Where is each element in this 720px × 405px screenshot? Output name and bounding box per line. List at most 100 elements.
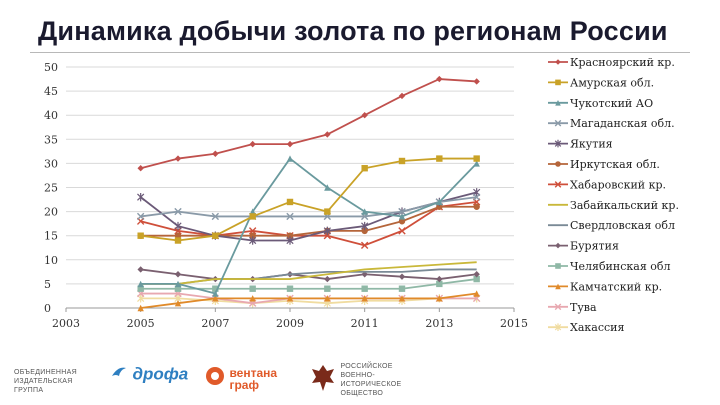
data-point	[137, 165, 144, 172]
data-point	[361, 221, 369, 231]
data-point	[211, 212, 220, 221]
data-point	[473, 275, 480, 283]
bird-icon	[110, 364, 128, 387]
series-8	[140, 261, 477, 285]
series-6	[137, 203, 480, 239]
data-point	[137, 304, 144, 312]
y-tick-label: 45	[44, 85, 58, 98]
publisher-rvio-name: РОССИЙСКОЕ ВОЕННО-ИСТОРИЧЕСКОЕ ОБЩЕСТВО	[340, 363, 402, 397]
data-point	[398, 92, 406, 100]
data-point	[361, 227, 368, 235]
data-point	[398, 218, 406, 225]
title-divider	[30, 52, 690, 53]
x-tick-label: 2015	[500, 317, 528, 330]
legend-item: Амурская обл.	[548, 76, 654, 89]
legend-item: Свердловская обл	[548, 219, 675, 232]
data-point	[555, 79, 561, 86]
publisher-drofa-name: дрофа	[132, 364, 189, 384]
legend-item: Магаданская обл.	[548, 117, 675, 130]
data-point	[324, 131, 331, 138]
series-line	[140, 157, 478, 295]
data-point	[398, 157, 406, 165]
legend-item: Якутия	[548, 138, 613, 151]
legend-label: Тува	[570, 301, 597, 314]
data-point	[248, 227, 257, 235]
y-tick-label: 30	[44, 157, 58, 170]
data-point	[137, 192, 145, 202]
data-point	[361, 112, 368, 119]
publisher-ventana-line2: граф	[229, 377, 259, 392]
data-point	[324, 275, 331, 283]
chart-legend: Красноярский кр. Амурская обл. Чукотский А…	[548, 56, 679, 334]
data-point	[286, 212, 294, 221]
data-point	[174, 285, 182, 292]
data-point	[174, 237, 182, 244]
publisher-rvio: РОССИЙСКОЕ ВОЕННО-ИСТОРИЧЕСКОЕ ОБЩЕСТВО	[310, 362, 412, 398]
data-point	[137, 285, 144, 292]
legend-item: Чукотский АО	[548, 97, 653, 110]
x-tick-label: 2013	[425, 317, 453, 330]
data-point	[212, 232, 219, 239]
data-point	[286, 140, 294, 148]
data-point	[212, 150, 219, 157]
legend-label: Якутия	[570, 138, 613, 151]
data-point	[361, 165, 368, 172]
data-point	[436, 203, 443, 210]
legend-label: Чукотский АО	[570, 97, 653, 110]
publisher-drofa: дрофа	[110, 364, 188, 387]
data-point	[398, 207, 406, 216]
legend-label: Иркутская обл.	[570, 158, 660, 171]
data-point	[436, 275, 443, 283]
series-line	[140, 205, 477, 237]
x-tick-label: 2011	[351, 317, 379, 330]
data-point	[361, 208, 368, 215]
data-point	[436, 75, 443, 83]
legend-item: Камчатский кр.	[548, 280, 662, 293]
eagle-emblem-icon	[310, 363, 336, 398]
data-point	[212, 285, 219, 292]
series-line	[140, 196, 477, 218]
data-point	[398, 295, 406, 302]
x-tick-label: 2009	[276, 317, 304, 330]
data-point	[323, 226, 331, 236]
legend-label: Хакассия	[570, 321, 624, 334]
data-point	[398, 285, 406, 292]
legend-label: Амурская обл.	[570, 76, 654, 89]
data-point	[249, 295, 256, 302]
data-point	[212, 295, 219, 302]
data-point	[398, 213, 406, 220]
data-point	[174, 207, 182, 216]
publisher-ventana-line1: вентана	[229, 365, 278, 380]
data-point	[436, 280, 443, 288]
data-point	[324, 285, 331, 292]
data-point	[554, 303, 562, 311]
data-point	[286, 285, 294, 292]
legend-label: Магаданская обл.	[570, 117, 675, 130]
legend-label: Свердловская обл	[570, 219, 675, 232]
data-point	[555, 263, 561, 269]
data-point	[555, 100, 561, 106]
legend-label: Забайкальский кр.	[570, 199, 679, 212]
series-10	[137, 266, 480, 283]
legend-label: Красноярский кр.	[570, 56, 675, 69]
legend-item: Бурятия	[548, 240, 619, 253]
series-line	[140, 78, 477, 170]
data-point	[136, 212, 145, 221]
data-point	[555, 161, 561, 167]
series-1	[137, 75, 480, 172]
legend-label: Челябинская обл	[570, 260, 671, 273]
publisher-ventana: вентана граф	[205, 366, 277, 391]
y-tick-label: 25	[44, 182, 58, 195]
y-tick-label: 5	[44, 278, 51, 291]
data-point	[286, 155, 294, 162]
data-point	[174, 280, 182, 288]
data-point	[174, 299, 182, 307]
y-tick-label: 35	[44, 133, 58, 146]
series-line	[140, 261, 477, 285]
data-point	[174, 271, 182, 278]
data-point	[137, 232, 144, 239]
data-point	[473, 290, 480, 297]
data-point	[555, 283, 561, 290]
data-point	[286, 232, 294, 239]
data-point	[361, 285, 368, 292]
